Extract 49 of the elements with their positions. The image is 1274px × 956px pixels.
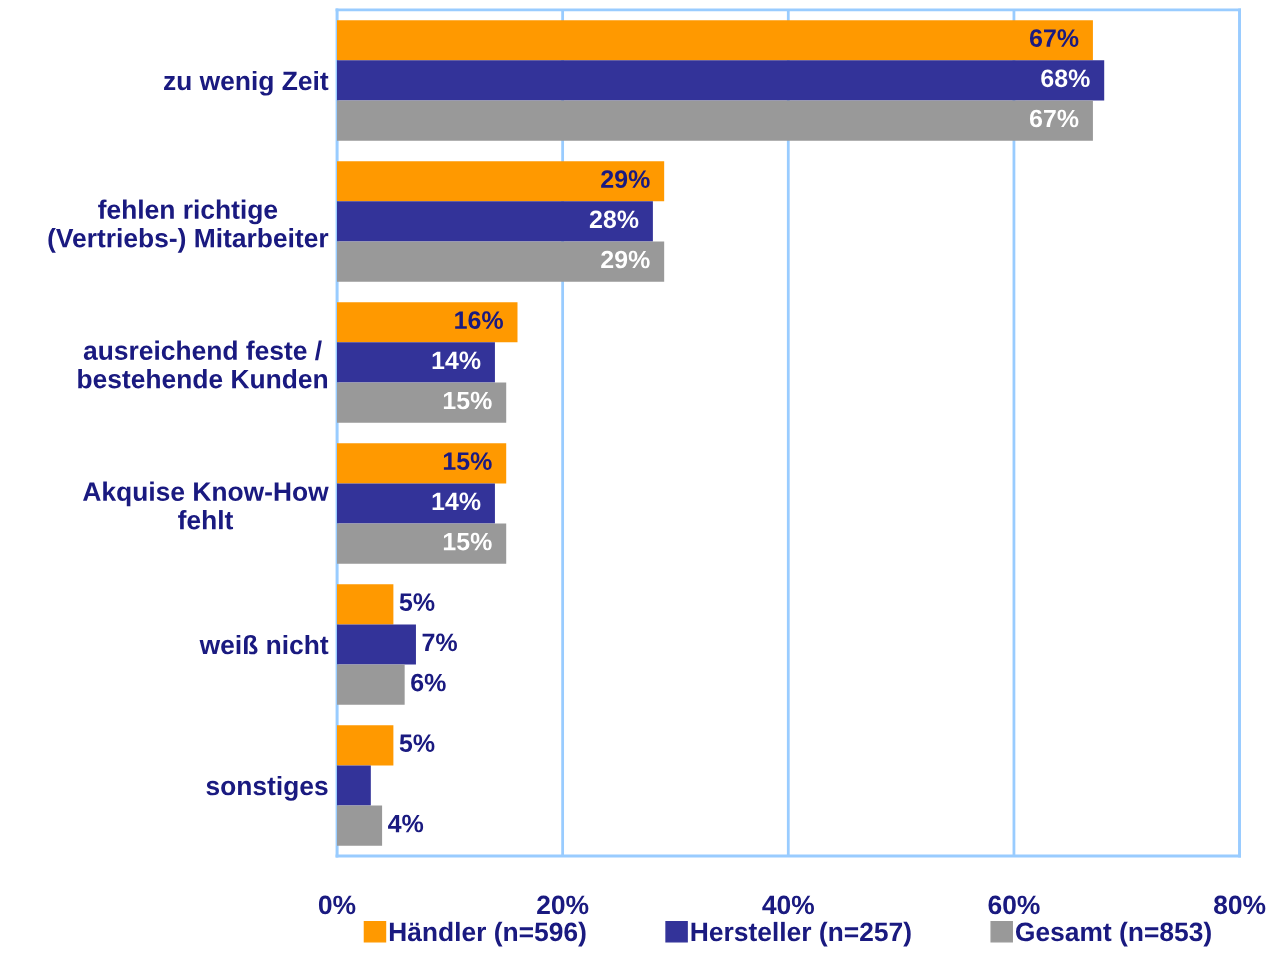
bar <box>336 100 1093 141</box>
y-tick-label: sonstiges <box>206 775 328 801</box>
bar <box>336 342 495 383</box>
data-label: 68% <box>1041 69 1090 88</box>
bar <box>336 60 1105 101</box>
bar <box>336 725 394 766</box>
data-label: 67% <box>1029 29 1079 47</box>
x-tick-label: 60% <box>988 895 1040 915</box>
data-label: 14% <box>432 492 481 511</box>
bar <box>336 20 1093 61</box>
bar <box>336 201 653 242</box>
bar <box>336 382 507 423</box>
y-tick-label: weiß nicht <box>199 634 329 655</box>
x-tick-label: 0% <box>318 895 356 915</box>
bar <box>336 805 383 846</box>
data-label: 14% <box>432 351 481 370</box>
bar <box>336 443 507 484</box>
legend-label: Händler (n=596) <box>389 921 586 947</box>
data-label: 4% <box>388 814 424 833</box>
data-label: 15% <box>443 391 492 410</box>
y-tick-label: fehlen richtige (Vertriebs-) Mitarbeiter <box>48 199 329 253</box>
data-label: 7% <box>422 633 457 652</box>
x-tick-label: 80% <box>1214 895 1266 915</box>
data-label: 29% <box>601 250 650 269</box>
x-tick-label: 40% <box>762 895 814 915</box>
bar <box>336 523 507 564</box>
x-tick-label: 20% <box>537 895 589 915</box>
data-label: 5% <box>399 593 435 612</box>
bar <box>336 664 405 705</box>
data-label: 5% <box>399 734 435 753</box>
data-label: 16% <box>455 311 503 329</box>
data-label: 15% <box>443 452 492 470</box>
legend-label: Hersteller (n=257) <box>691 921 911 947</box>
y-tick-label: zu wenig Zeit <box>164 70 329 96</box>
bar <box>336 241 665 282</box>
bar <box>336 624 416 665</box>
bar <box>336 483 495 524</box>
data-label: 28% <box>589 210 639 229</box>
bar <box>336 584 394 625</box>
data-label: 67% <box>1029 109 1079 128</box>
bar <box>336 302 518 343</box>
bar <box>336 161 665 202</box>
y-tick-label: ausreichend feste / bestehende Kunden <box>78 340 328 389</box>
data-label: 6% <box>411 673 446 692</box>
bar <box>336 765 371 806</box>
legend-label: Gesamt (n=853) <box>1015 921 1211 947</box>
y-tick-label: Akquise Know-How fehlt <box>83 481 329 530</box>
data-label: 29% <box>601 170 650 188</box>
data-label: 15% <box>443 532 492 551</box>
